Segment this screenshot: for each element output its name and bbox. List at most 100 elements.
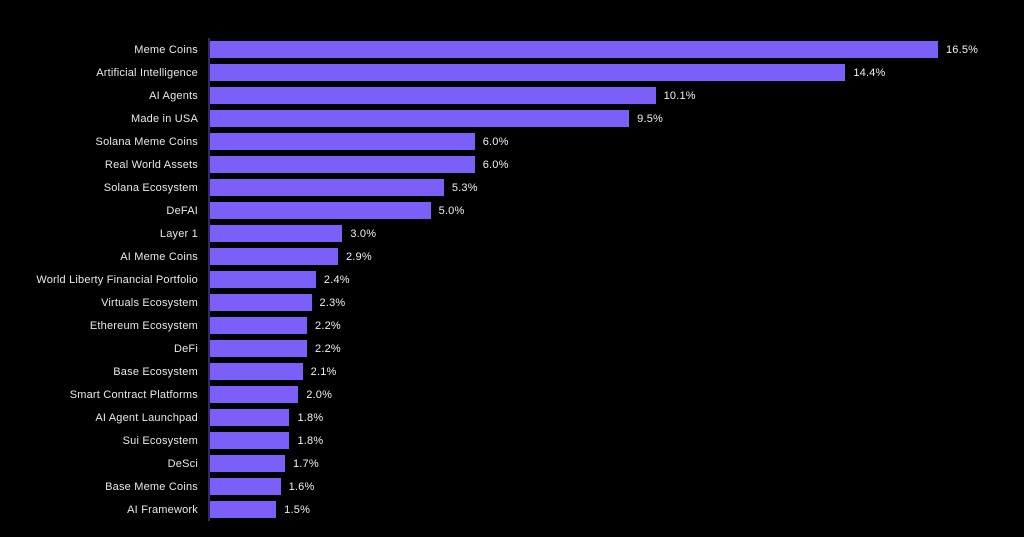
bar — [210, 110, 630, 127]
plot-area: 2.2% — [208, 314, 1024, 337]
plot-area: 14.4% — [208, 61, 1024, 84]
bar — [210, 386, 299, 403]
category-label: Sui Ecosystem — [122, 434, 198, 447]
value-label: 1.8% — [297, 411, 324, 424]
bar — [210, 317, 308, 334]
value-label: 1.5% — [284, 503, 311, 516]
category-label: DeSci — [167, 457, 198, 470]
category-label: Base Ecosystem — [113, 365, 198, 378]
category-label: AI Agents — [149, 89, 198, 102]
plot-area: 2.4% — [208, 268, 1024, 291]
category-label: World Liberty Financial Portfolio — [36, 273, 198, 286]
plot-area: 1.8% — [208, 406, 1024, 429]
plot-area: 2.1% — [208, 360, 1024, 383]
category-label: Ethereum Ecosystem — [89, 319, 198, 332]
value-label: 1.7% — [292, 457, 319, 470]
plot-area: 10.1% — [208, 84, 1024, 107]
category-label: Solana Ecosystem — [103, 181, 198, 194]
bar-row: Solana Meme Coins 6.0% — [0, 130, 1024, 153]
plot-area: 2.2% — [208, 337, 1024, 360]
bar-row: Base Meme Coins 1.6% — [0, 475, 1024, 498]
bar-row: Made in USA 9.5% — [0, 107, 1024, 130]
plot-area: 1.8% — [208, 429, 1024, 452]
category-label: Base Meme Coins — [105, 480, 198, 493]
bar — [210, 478, 281, 495]
plot-area: 9.5% — [208, 107, 1024, 130]
value-label: 14.4% — [853, 66, 886, 79]
category-label: AI Meme Coins — [120, 250, 198, 263]
bar — [210, 294, 312, 311]
category-label: Made in USA — [130, 112, 198, 125]
bar — [210, 432, 290, 449]
bar — [210, 409, 290, 426]
plot-area: 16.5% — [208, 38, 1024, 61]
value-label: 5.0% — [438, 204, 465, 217]
plot-area: 2.9% — [208, 245, 1024, 268]
value-label: 3.0% — [350, 227, 377, 240]
bar-row: Solana Ecosystem 5.3% — [0, 176, 1024, 199]
bar-row: Virtuals Ecosystem 2.3% — [0, 291, 1024, 314]
plot-area: 3.0% — [208, 222, 1024, 245]
category-label: Virtuals Ecosystem — [101, 296, 198, 309]
bar — [210, 363, 303, 380]
category-label: Solana Meme Coins — [95, 135, 198, 148]
category-label: AI Framework — [127, 503, 198, 516]
bar-row: AI Framework 1.5% — [0, 498, 1024, 521]
bar-row: Meme Coins 16.5% — [0, 38, 1024, 61]
bar — [210, 340, 308, 357]
category-label: Layer 1 — [159, 227, 198, 240]
bar — [210, 271, 316, 288]
bar-row: DeFi 2.2% — [0, 337, 1024, 360]
plot-area: 2.3% — [208, 291, 1024, 314]
bar — [210, 179, 444, 196]
bar — [210, 41, 938, 58]
bar — [210, 87, 656, 104]
bar-row: Ethereum Ecosystem 2.2% — [0, 314, 1024, 337]
category-label: AI Agent Launchpad — [95, 411, 198, 424]
plot-area: 1.5% — [208, 498, 1024, 521]
category-label: Real World Assets — [104, 158, 198, 171]
category-label: Meme Coins — [134, 43, 198, 56]
bar-row: Smart Contract Platforms 2.0% — [0, 383, 1024, 406]
bar-row: AI Agents 10.1% — [0, 84, 1024, 107]
value-label: 5.3% — [451, 181, 478, 194]
value-label: 1.6% — [288, 480, 315, 493]
bar-row: Layer 1 3.0% — [0, 222, 1024, 245]
bar-row: DeSci 1.7% — [0, 452, 1024, 475]
plot-area: 2.0% — [208, 383, 1024, 406]
bar-row: Artificial Intelligence 14.4% — [0, 61, 1024, 84]
value-label: 2.4% — [323, 273, 350, 286]
value-label: 2.0% — [306, 388, 333, 401]
value-label: 2.2% — [315, 342, 341, 355]
value-label: 2.2% — [315, 319, 341, 332]
category-label: DeFi — [173, 342, 198, 355]
bar-row: Base Ecosystem 2.1% — [0, 360, 1024, 383]
bar-row: Sui Ecosystem 1.8% — [0, 429, 1024, 452]
plot-area: 6.0% — [208, 130, 1024, 153]
bar-row: AI Agent Launchpad 1.8% — [0, 406, 1024, 429]
plot-area: 1.7% — [208, 452, 1024, 475]
bar-row: AI Meme Coins 2.9% — [0, 245, 1024, 268]
value-label: 6.0% — [482, 158, 509, 171]
bar-row: DeFAI 5.0% — [0, 199, 1024, 222]
bar — [210, 202, 431, 219]
bar — [210, 455, 285, 472]
value-label: 1.8% — [297, 434, 324, 447]
bar — [210, 248, 338, 265]
value-label: 2.9% — [345, 250, 372, 263]
value-label: 2.1% — [310, 365, 337, 378]
bar-row: World Liberty Financial Portfolio 2.4% — [0, 268, 1024, 291]
category-label: Smart Contract Platforms — [69, 388, 198, 401]
bar — [210, 64, 846, 81]
value-label: 10.1% — [663, 89, 696, 102]
value-label: 6.0% — [482, 135, 509, 148]
category-label: Artificial Intelligence — [96, 66, 198, 79]
bar — [210, 156, 475, 173]
value-label: 2.3% — [319, 296, 346, 309]
plot-area: 6.0% — [208, 153, 1024, 176]
value-label: 16.5% — [945, 43, 979, 56]
category-label: DeFAI — [166, 204, 198, 217]
bar — [210, 133, 475, 150]
plot-area: 1.6% — [208, 475, 1024, 498]
